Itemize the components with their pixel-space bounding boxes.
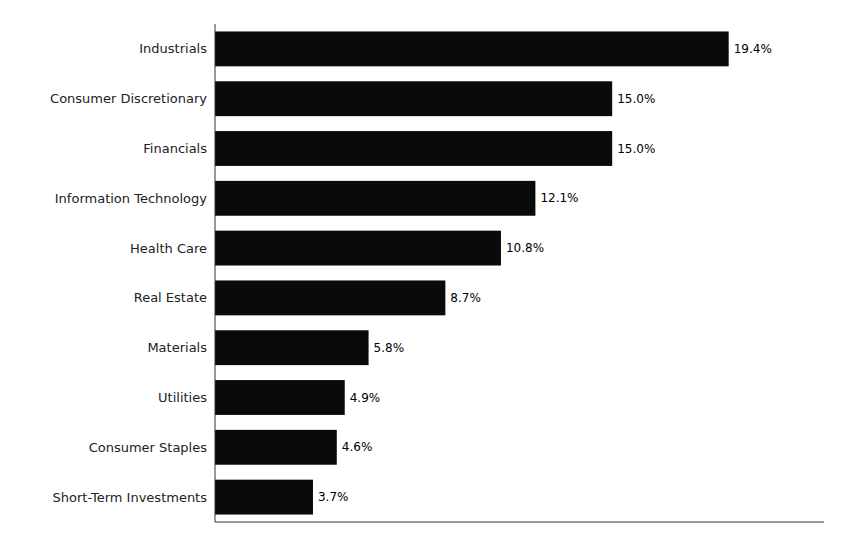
data-label: 5.8%: [374, 341, 405, 355]
data-label: 3.7%: [318, 490, 349, 504]
data-label: 15.0%: [617, 92, 655, 106]
y-tick-label: Industrials: [139, 41, 207, 56]
y-tick-label: Health Care: [130, 241, 207, 256]
chart-container: Short-Term Investments Consumer Staples Ut…: [0, 0, 864, 552]
bar: [215, 430, 337, 465]
bar: [215, 81, 612, 116]
data-label: 19.4%: [734, 42, 772, 56]
bar: [215, 131, 612, 166]
bar: [215, 330, 369, 365]
bar: [215, 181, 535, 216]
background: [0, 0, 864, 552]
y-tick-label: Utilities: [158, 390, 207, 405]
data-label: 15.0%: [617, 142, 655, 156]
y-tick-label: Consumer Staples: [89, 440, 208, 455]
y-tick-label: Materials: [147, 340, 207, 355]
bar: [215, 480, 313, 515]
y-tick-label: Real Estate: [134, 290, 207, 305]
data-label: 4.9%: [350, 391, 381, 405]
y-tick-label: Short-Term Investments: [53, 490, 208, 505]
bars: [215, 31, 729, 514]
bar: [215, 380, 345, 415]
chart: Short-Term Investments Consumer Staples Ut…: [0, 0, 864, 552]
data-label: 10.8%: [506, 241, 544, 255]
y-tick-label: Information Technology: [55, 191, 208, 206]
data-label: 12.1%: [540, 191, 578, 205]
bar: [215, 280, 445, 315]
y-tick-label: Financials: [143, 141, 207, 156]
x-axis-line: [215, 522, 824, 523]
bar: [215, 31, 729, 66]
bar: [215, 231, 501, 266]
y-axis-line: [215, 24, 216, 522]
y-tick-label: Consumer Discretionary: [50, 91, 207, 106]
data-label: 4.6%: [342, 440, 373, 454]
data-label: 8.7%: [450, 291, 481, 305]
